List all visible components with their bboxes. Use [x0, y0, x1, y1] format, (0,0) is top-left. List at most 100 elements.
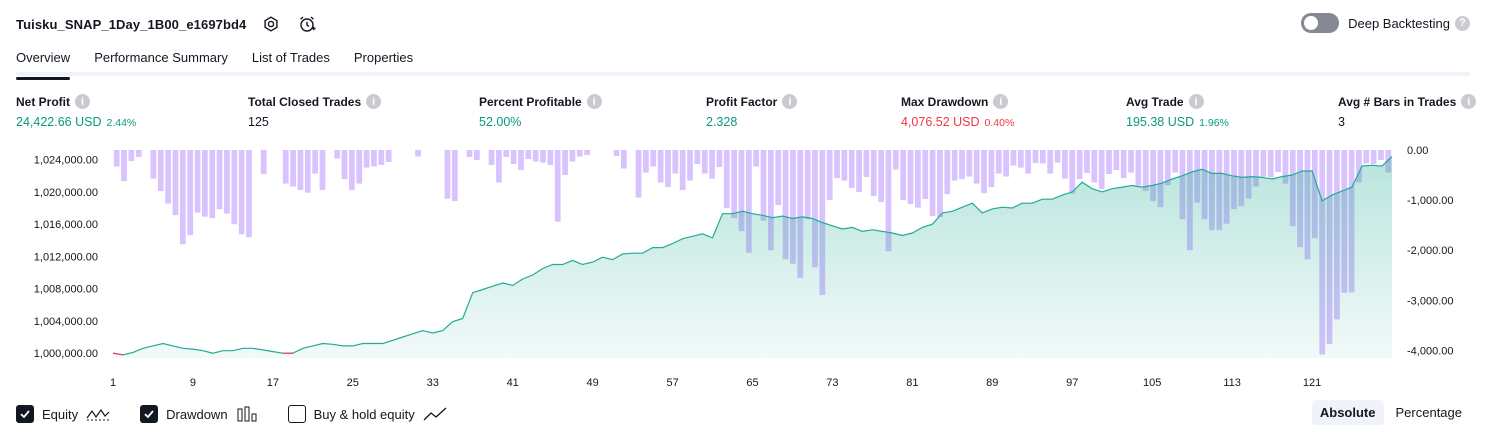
- drawdown-bar: [981, 150, 987, 194]
- equity-drawdown-chart[interactable]: 1,024,000.00 1,020,000.00 1,016,000.00 1,01…: [0, 140, 1486, 394]
- drawdown-bar: [775, 150, 782, 206]
- info-icon[interactable]: i: [586, 94, 602, 109]
- drawdown-bar: [863, 150, 870, 178]
- drawdown-bar: [613, 150, 620, 157]
- drawdown-bar: [745, 150, 752, 253]
- value-mode-switch: Absolute Percentage: [1308, 400, 1470, 425]
- drawdown-bar: [834, 150, 840, 179]
- drawdown-bar: [900, 150, 907, 201]
- tab-overview[interactable]: Overview: [16, 46, 71, 80]
- drawdown-bar: [995, 150, 1002, 174]
- drawdown-bar: [496, 150, 502, 183]
- legend-drawdown[interactable]: Drawdown: [140, 405, 257, 423]
- drawdown-tick-label: -3,000.00: [1407, 295, 1453, 307]
- deep-backtesting-toggle[interactable]: [1301, 13, 1340, 33]
- legend-equity-label: Equity: [42, 406, 79, 422]
- drawdown-bar: [282, 150, 289, 184]
- drawdown-bar: [260, 150, 267, 175]
- info-icon[interactable]: i: [1461, 94, 1477, 109]
- drawdown-bar: [966, 150, 973, 177]
- settings-gear-icon[interactable]: [260, 13, 282, 35]
- drawdown-bar: [915, 150, 921, 208]
- drawdown-bar: [885, 150, 892, 252]
- drawdown-bar: [1106, 150, 1112, 175]
- legend-drawdown-label: Drawdown: [166, 406, 228, 422]
- drawdown-bar: [723, 150, 730, 209]
- drawdown-bar: [224, 150, 230, 214]
- drawdown-bar: [679, 150, 686, 191]
- drawdown-bar: [1157, 150, 1164, 208]
- legend-equity[interactable]: Equity: [16, 405, 110, 423]
- equity-line: [112, 155, 1393, 356]
- drawdown-bar: [1120, 150, 1127, 179]
- info-icon[interactable]: i: [1188, 94, 1204, 109]
- drawdown-bar: [1142, 150, 1149, 192]
- buy-hold-checkbox[interactable]: [287, 405, 306, 423]
- info-icon[interactable]: i: [366, 94, 382, 109]
- drawdown-bar: [1260, 150, 1267, 177]
- drawdown-bar: [532, 150, 539, 162]
- drawdown-bar: [1253, 150, 1259, 187]
- drawdown-bar: [576, 150, 583, 157]
- drawdown-bar: [1356, 150, 1362, 183]
- metric-percent: 2.44%: [106, 117, 137, 129]
- drawdown-bar: [349, 150, 355, 191]
- equity-checkbox[interactable]: [16, 405, 34, 423]
- x-tick-label: 105: [1143, 377, 1161, 389]
- drawdown-bar: [202, 150, 208, 217]
- drawdown-bar: [562, 150, 568, 176]
- drawdown-bar: [356, 150, 363, 184]
- add-alert-icon[interactable]: [296, 13, 318, 35]
- strategy-title: Tuisku_SNAP_1Day_1B00_e1697bd4: [16, 16, 247, 32]
- info-icon[interactable]: i: [782, 94, 798, 109]
- info-icon[interactable]: i: [75, 94, 90, 109]
- x-tick-label: 65: [746, 377, 758, 389]
- metric-label: Profit Factor: [706, 94, 778, 109]
- drawdown-bar: [892, 150, 899, 170]
- drawdown-tick-label: -1,000.00: [1407, 195, 1453, 207]
- x-tick-label: 121: [1303, 377, 1321, 389]
- drawdown-bar: [554, 150, 561, 222]
- drawdown-bar: [238, 150, 245, 235]
- equity-axis: 1,024,000.00 1,020,000.00 1,016,000.00 1,01…: [34, 155, 98, 361]
- tab-properties[interactable]: Properties: [353, 50, 414, 65]
- report-tabs: Overview Performance Summary List of Tra…: [16, 46, 1470, 80]
- info-icon[interactable]: i: [993, 94, 1009, 109]
- x-tick-label: 57: [666, 377, 678, 389]
- drawdown-bar: [848, 150, 855, 189]
- drawdown-checkbox[interactable]: [140, 405, 159, 423]
- drawdown-tick-label: 0.00: [1407, 145, 1428, 157]
- drawdown-bars-icon: [236, 406, 258, 422]
- drawdown-bar: [488, 150, 495, 166]
- absolute-button[interactable]: Absolute: [1311, 400, 1384, 425]
- drawdown-bar: [657, 150, 664, 183]
- deep-backtesting-control: Deep Backtesting ?: [1301, 13, 1470, 33]
- drawdown-bar: [1275, 150, 1281, 173]
- metric-percent: 1.96%: [1199, 117, 1229, 129]
- equity-tick-label: 1,016,000.00: [34, 219, 98, 231]
- drawdown-bar: [620, 150, 627, 169]
- drawdown-bar: [1267, 150, 1274, 178]
- drawdown-bar: [635, 150, 642, 198]
- drawdown-tick-label: -4,000.00: [1407, 346, 1453, 358]
- drawdown-bar: [1010, 150, 1017, 166]
- deep-backtesting-help-icon[interactable]: ?: [1455, 15, 1470, 31]
- drawdown-bar: [1282, 150, 1289, 184]
- equity-line-icon: [86, 406, 110, 422]
- tab-list-of-trades[interactable]: List of Trades: [251, 50, 330, 65]
- drawdown-bar: [297, 150, 304, 191]
- drawdown-bar: [304, 150, 311, 193]
- tab-performance-summary[interactable]: Performance Summary: [94, 50, 228, 65]
- drawdown-bar: [172, 150, 179, 216]
- drawdown-bar: [518, 150, 524, 171]
- drawdown-bar: [510, 150, 517, 165]
- drawdown-bar: [1091, 150, 1098, 183]
- legend-buy-hold[interactable]: Buy & hold equity: [287, 405, 447, 423]
- drawdown-bar: [790, 150, 796, 264]
- drawdown-bar: [473, 150, 480, 161]
- percentage-button[interactable]: Percentage: [1395, 405, 1463, 420]
- drawdown-bar: [1039, 150, 1046, 164]
- equity-tick-label: 1,024,000.00: [34, 155, 98, 167]
- metric-value: 2.328: [706, 115, 738, 129]
- drawdown-bar: [209, 150, 216, 219]
